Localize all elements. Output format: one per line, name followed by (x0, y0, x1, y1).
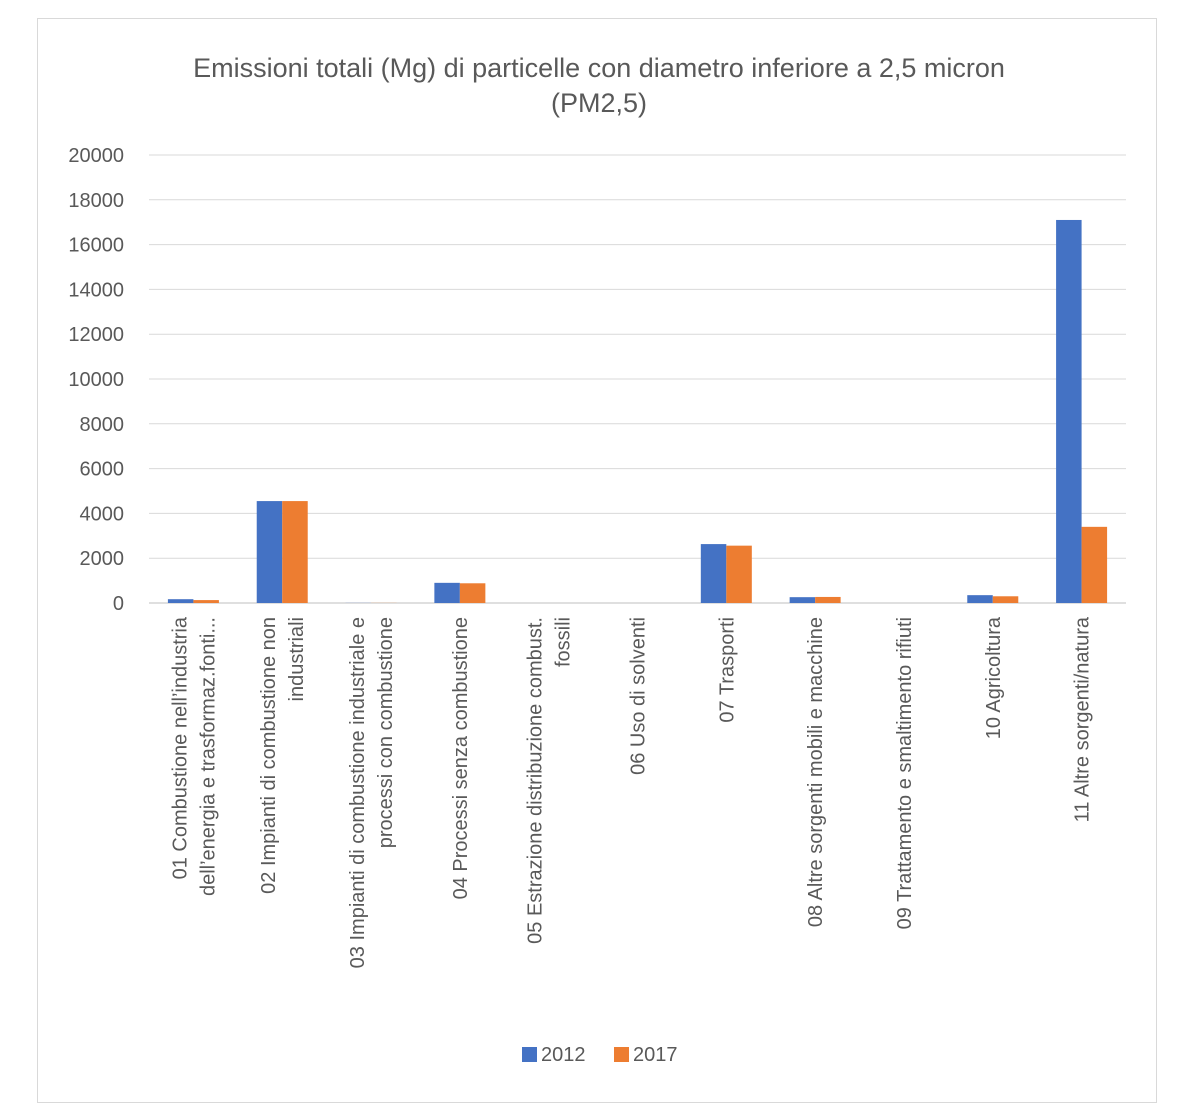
bar-2012-8 (789, 597, 816, 603)
category-label: 09 Trattamento e smaltimento rifiuti (894, 617, 916, 929)
legend-swatch-2012 (522, 1047, 537, 1062)
category-label: fossili (553, 617, 575, 667)
y-tick-label: 14000 (68, 279, 124, 301)
category-label: processi con combustione (375, 617, 397, 848)
bar-2017-11 (1081, 526, 1108, 603)
bar-2017-2 (282, 501, 308, 603)
bar-2012-1 (167, 599, 194, 603)
bar-2017-10 (992, 596, 1019, 603)
category-label: 04 Processi senza combustione (450, 617, 472, 899)
bar-2012-7 (700, 544, 727, 603)
y-tick-label: 16000 (68, 235, 124, 257)
y-axis-tick-labels: 0 2000 4000 6000 8000 10000 12000 14000 16000 180… (68, 145, 124, 615)
y-tick-label: 8000 (80, 414, 125, 436)
legend-label: 2017 (633, 1044, 678, 1066)
bar-2017-8 (815, 596, 841, 603)
bar-2012-11 (1056, 219, 1082, 603)
category-label: industriali (286, 617, 308, 701)
category-label: dell’energia e trasformaz.fonti... (197, 617, 219, 896)
category-label: 01 Combustione nell’industria (169, 616, 191, 879)
bar-2017-1 (193, 600, 219, 603)
category-label: 06 Uso di solventi (628, 617, 650, 775)
category-label: 05 Estrazione distribuzione combust. (525, 617, 547, 944)
legend: 2012 2017 (522, 1044, 678, 1066)
chart-title-line: (PM2,5) (551, 88, 647, 118)
chart-title: Emissioni totali (Mg) di particelle con … (193, 53, 1005, 118)
chart-title-line: Emissioni totali (Mg) di particelle con … (193, 53, 1005, 83)
y-tick-label: 0 (113, 593, 124, 615)
bar-2012-4 (434, 582, 460, 603)
y-tick-label: 2000 (80, 548, 125, 570)
category-label: 11 Altre sorgenti/natura (1072, 616, 1094, 822)
y-tick-label: 20000 (68, 145, 124, 167)
bar-2012-2 (256, 501, 283, 603)
bar-2017-4 (459, 583, 486, 603)
y-tick-label: 4000 (80, 503, 125, 525)
gridlines (149, 154, 1126, 604)
chart-svg: Emissioni totali (Mg) di particelle con … (68, 53, 1126, 1066)
bar-2017-7 (726, 545, 752, 603)
bars (167, 219, 1108, 603)
category-label: 03 Impianti di combustione industriale e (347, 617, 369, 968)
x-axis-category-labels: 01 Combustione nell’industria dell’energi… (169, 616, 1093, 968)
category-label: 07 Trasporti (716, 617, 738, 723)
bar-2012-10 (967, 595, 993, 603)
category-label: 02 Impianti di combustione non (258, 617, 280, 894)
category-label: 10 Agricoltura (983, 616, 1005, 739)
y-tick-label: 12000 (68, 324, 124, 346)
legend-label: 2012 (541, 1044, 586, 1066)
legend-swatch-2017 (614, 1047, 629, 1062)
y-tick-label: 10000 (68, 369, 124, 391)
chart-frame: Emissioni totali (Mg) di particelle con … (37, 18, 1157, 1103)
y-tick-label: 6000 (80, 459, 125, 481)
category-label: 08 Altre sorgenti mobili e macchine (805, 617, 827, 927)
y-tick-label: 18000 (68, 190, 124, 212)
